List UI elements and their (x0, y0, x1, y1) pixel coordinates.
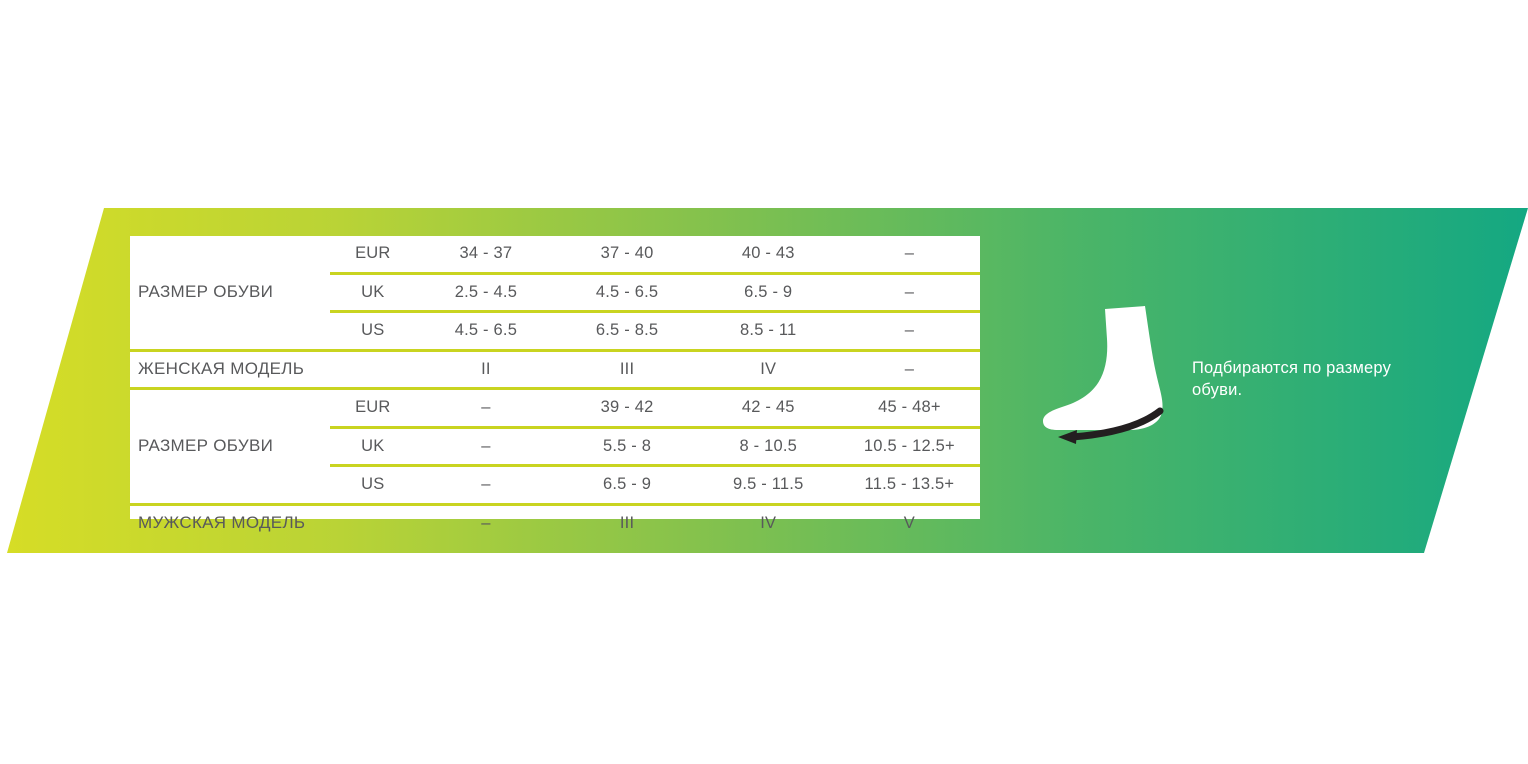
table-row: UK – 5.5 - 8 8 - 10.5 10.5 - 12.5+ (130, 429, 980, 465)
cell-value: 5.5 - 8 (602, 436, 652, 455)
foot-silhouette (1043, 306, 1163, 430)
unit-label-us-men: US (361, 475, 385, 494)
caption-text: Подбираются по размеру обуви. (1192, 357, 1472, 401)
table-row: МУЖСКАЯ МОДЕЛЬ – III IV V (130, 506, 980, 542)
measure-arrow-line (1068, 407, 1164, 441)
cell-value: 8.5 - 11 (740, 321, 797, 340)
cell-value: – (904, 282, 915, 301)
section-separator (130, 502, 980, 506)
cell-value: 6.5 - 8.5 (595, 321, 659, 340)
cell-value: IV (760, 513, 777, 532)
row-label-shoe-size-women: РАЗМЕР ОБУВИ (138, 282, 274, 302)
caption-line-1: Подбираются по размеру (1192, 359, 1392, 377)
table-row: US 4.5 - 6.5 6.5 - 8.5 8.5 - 11 – (130, 313, 980, 349)
cell-value: 6.5 - 9 (602, 475, 652, 494)
sock-foot-svg (1043, 306, 1164, 444)
cell-value: – (481, 475, 491, 494)
unit-label-uk-men: UK (361, 436, 385, 455)
cell-value: 37 - 40 (600, 244, 654, 263)
table-row: РАЗМЕР ОБУВИ EUR – 39 - 42 42 - 45 45 - … (130, 390, 980, 455)
cell-value: 34 - 37 (459, 244, 513, 263)
row-separator (130, 310, 980, 313)
cell-value: – (904, 359, 915, 378)
row-separator (130, 425, 980, 429)
measure-arrow-head (1058, 430, 1077, 444)
cell-value: 9.5 - 11.5 (732, 475, 804, 494)
cell-value: 8 - 10.5 (739, 436, 797, 455)
section-separator (130, 348, 980, 352)
table-row: US – 6.5 - 9 9.5 - 11.5 11.5 - 13.5+ (130, 467, 980, 503)
cell-value: 2.5 - 4.5 (454, 282, 518, 301)
row-label-men-model: МУЖСКАЯ МОДЕЛЬ (138, 513, 306, 533)
cell-value: V (903, 513, 915, 532)
cell-value: 6.5 - 9 (744, 282, 793, 301)
sock-foot-icon (1032, 303, 1197, 455)
separator-line (130, 502, 980, 506)
separator-line (330, 271, 980, 275)
cell-value: – (904, 321, 915, 340)
separator-line (130, 387, 980, 390)
cell-value: IV (760, 359, 777, 378)
cell-value: 10.5 - 12.5+ (863, 436, 955, 455)
row-separator (130, 464, 980, 467)
separator-line (130, 348, 980, 352)
cell-value: – (481, 513, 491, 532)
row-label-shoe-size-men: РАЗМЕР ОБУВИ (138, 436, 274, 456)
table-row: РАЗМЕР ОБУВИ EUR 34 - 37 37 - 40 40 - 43… (130, 236, 980, 301)
cell-value: 40 - 43 (741, 244, 795, 263)
row-label-women-model: ЖЕНСКАЯ МОДЕЛЬ (138, 359, 305, 379)
cell-value: III (619, 513, 635, 532)
unit-label-eur-women: EUR (355, 244, 391, 263)
unit-label-eur-men: EUR (355, 398, 391, 417)
cell-value: 45 - 48+ (878, 398, 941, 417)
size-chart: РАЗМЕР ОБУВИ EUR 34 - 37 37 - 40 40 - 43… (130, 236, 980, 541)
cell-value: 4.5 - 6.5 (595, 282, 659, 301)
shoe-size-table: РАЗМЕР ОБУВИ EUR 34 - 37 37 - 40 40 - 43… (130, 236, 980, 532)
table-row: UK 2.5 - 4.5 4.5 - 6.5 6.5 - 9 – (130, 275, 980, 311)
cell-value: 39 - 42 (600, 398, 654, 417)
separator-line (330, 310, 980, 313)
cell-value: 4.5 - 6.5 (454, 321, 518, 340)
unit-label-us-women: US (361, 321, 385, 340)
cell-value: 42 - 45 (741, 398, 795, 417)
separator-line (330, 425, 980, 429)
table-row: ЖЕНСКАЯ МОДЕЛЬ II III IV – (130, 352, 980, 388)
cell-value: 11.5 - 13.5+ (864, 475, 955, 494)
section-separator (130, 387, 980, 390)
cell-value: – (481, 436, 491, 455)
cell-value: – (481, 398, 491, 417)
cell-value: – (904, 244, 915, 263)
cell-value: III (619, 359, 635, 378)
cell-value: II (481, 359, 491, 378)
unit-label-uk-women: UK (361, 282, 385, 301)
row-separator (130, 271, 980, 275)
separator-line (330, 464, 980, 467)
caption-line-2: обуви. (1192, 381, 1243, 399)
